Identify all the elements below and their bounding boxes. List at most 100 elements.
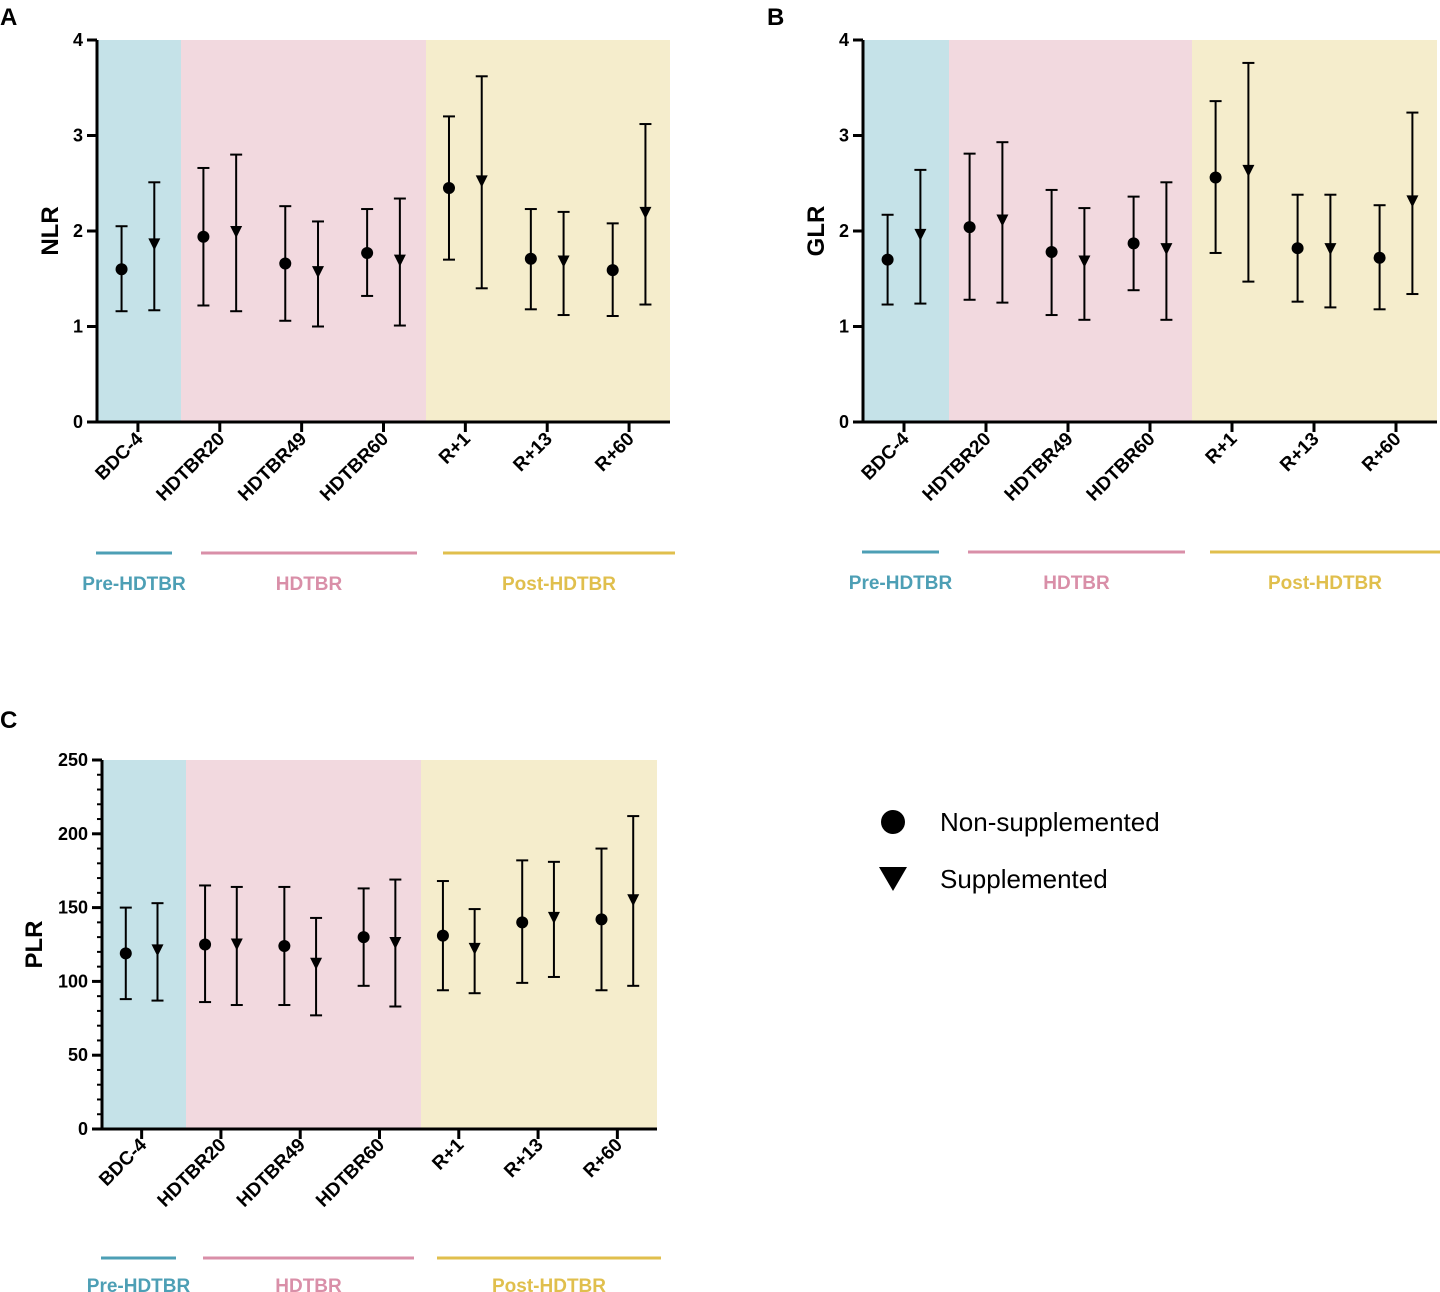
data-point-triangle xyxy=(914,228,927,241)
data-point-triangle xyxy=(148,238,161,251)
legend-label-supplemented: Supplemented xyxy=(940,864,1108,894)
x-category-label: HDTBR20 xyxy=(154,1135,231,1212)
phase-band-hdtbr xyxy=(949,40,1192,422)
legend-triangle-marker xyxy=(879,867,907,891)
y-tick-label: 4 xyxy=(839,30,849,50)
panel-letter: A xyxy=(0,4,17,31)
y-tick-label: 3 xyxy=(73,126,83,146)
x-category-label: R+60 xyxy=(1358,429,1405,476)
phase-label-pre: Pre-HDTBR xyxy=(849,573,953,594)
y-axis-title: NLR xyxy=(37,206,64,255)
x-category-label: HDTBR20 xyxy=(919,429,996,506)
x-category-label: R+1 xyxy=(435,428,475,468)
data-point-triangle xyxy=(230,938,243,951)
x-category-label: HDTBR49 xyxy=(234,429,311,506)
data-point-circle xyxy=(436,929,449,942)
data-point-circle xyxy=(115,263,128,276)
y-tick-label: 1 xyxy=(839,317,849,337)
phase-band-post xyxy=(1192,40,1437,422)
data-point-triangle xyxy=(393,254,406,267)
data-point-triangle xyxy=(230,225,243,238)
data-point-triangle xyxy=(1406,195,1419,208)
phase-label-pre: Pre-HDTBR xyxy=(82,574,186,595)
x-category-label: R+1 xyxy=(1202,428,1242,468)
x-category-label: HDTBR60 xyxy=(312,1135,389,1212)
x-category-label: R+1 xyxy=(428,1134,468,1174)
data-point-triangle xyxy=(639,206,652,219)
data-point-triangle xyxy=(1078,255,1091,268)
x-category-label: HDTBR20 xyxy=(153,429,230,506)
x-category-label: R+60 xyxy=(580,1135,627,1182)
data-point-triangle xyxy=(547,911,560,924)
panel-letter: B xyxy=(767,4,784,31)
data-point-circle xyxy=(1209,171,1222,184)
data-point-circle xyxy=(361,246,374,259)
phase-label-hdtbr: HDTBR xyxy=(275,1276,342,1292)
data-point-triangle xyxy=(627,894,640,907)
phase-band-post xyxy=(426,40,670,422)
data-point-circle xyxy=(1045,246,1058,259)
data-point-circle xyxy=(442,182,455,195)
data-point-circle xyxy=(963,221,976,234)
y-tick-label: 250 xyxy=(58,750,88,770)
x-category-label: HDTBR60 xyxy=(316,429,393,506)
y-axis-title: GLR xyxy=(803,206,830,257)
chart-panel-a: 0 1 2 3 4 NLR A BDC-4 HDTBR20 HDTBR49 HDTBR60 R+1 R+… xyxy=(0,4,675,595)
phase-label-post: Post-HDTBR xyxy=(502,574,616,595)
data-point-triangle xyxy=(1160,243,1173,256)
y-tick-label: 2 xyxy=(839,221,849,241)
phase-band-pre xyxy=(102,760,186,1129)
x-category-label: HDTBR49 xyxy=(233,1135,310,1212)
data-point-circle xyxy=(278,939,291,952)
x-category-label: R+60 xyxy=(591,429,638,476)
data-point-circle xyxy=(595,913,608,926)
phase-band-post xyxy=(421,760,657,1129)
data-point-circle xyxy=(357,931,370,944)
data-point-triangle xyxy=(151,944,164,957)
data-point-circle xyxy=(881,253,894,266)
x-category-label: R+13 xyxy=(509,429,556,476)
y-axis-title: PLR xyxy=(21,921,48,969)
legend-label-non-supplemented: Non-supplemented xyxy=(940,807,1160,837)
data-point-circle xyxy=(524,252,537,265)
data-point-triangle xyxy=(1242,164,1255,177)
data-point-triangle xyxy=(475,175,488,188)
phase-band-pre xyxy=(863,40,949,422)
x-category-label: BDC-4 xyxy=(858,428,914,484)
data-point-triangle xyxy=(310,957,323,970)
y-tick-label: 100 xyxy=(58,971,88,991)
phase-label-hdtbr: HDTBR xyxy=(1043,573,1110,594)
data-point-circle xyxy=(279,257,292,270)
data-point-triangle xyxy=(389,937,402,950)
y-tick-label: 0 xyxy=(78,1119,88,1139)
phase-label-pre: Pre-HDTBR xyxy=(87,1276,191,1292)
y-tick-label: 4 xyxy=(73,30,83,50)
panel-letter: C xyxy=(0,707,17,734)
legend: Non-supplemented Supplemented xyxy=(879,807,1160,894)
x-category-label: R+13 xyxy=(1276,429,1323,476)
phase-band-hdtbr xyxy=(181,40,426,422)
data-point-circle xyxy=(197,230,210,243)
data-point-triangle xyxy=(557,255,570,268)
x-category-label: BDC-4 xyxy=(92,428,148,484)
data-point-circle xyxy=(199,938,212,951)
x-category-label: HDTBR60 xyxy=(1083,429,1160,506)
phase-label-post: Post-HDTBR xyxy=(1268,573,1382,594)
data-point-circle xyxy=(606,264,619,277)
legend-circle-marker xyxy=(881,810,905,834)
x-category-label: BDC-4 xyxy=(95,1134,151,1190)
phase-label-hdtbr: HDTBR xyxy=(276,574,343,595)
y-tick-label: 0 xyxy=(839,412,849,432)
data-point-triangle xyxy=(1324,243,1337,256)
y-tick-label: 1 xyxy=(73,317,83,337)
y-tick-label: 50 xyxy=(68,1045,88,1065)
phase-label-post: Post-HDTBR xyxy=(492,1276,606,1292)
data-point-circle xyxy=(1373,251,1386,264)
y-tick-label: 3 xyxy=(839,126,849,146)
x-category-label: R+13 xyxy=(500,1135,547,1182)
y-tick-label: 150 xyxy=(58,898,88,918)
data-point-triangle xyxy=(996,214,1009,227)
y-tick-label: 0 xyxy=(73,412,83,432)
